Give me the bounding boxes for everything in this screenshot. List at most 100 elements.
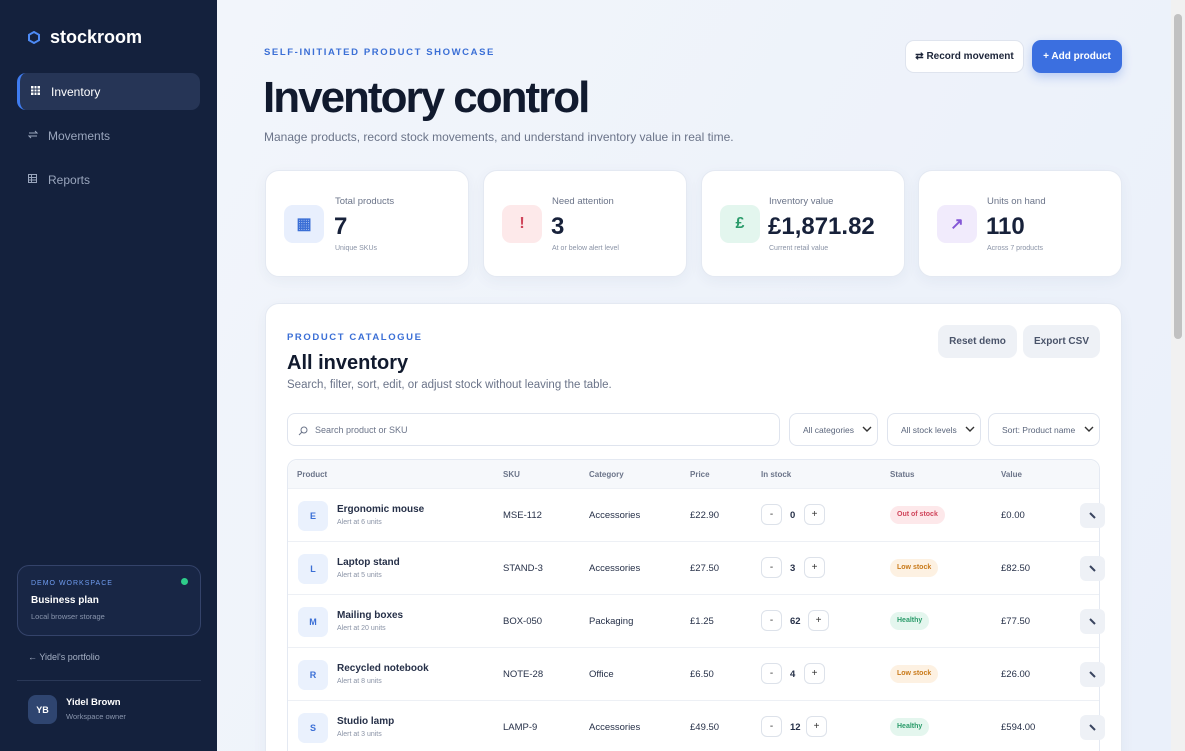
stat-note: Across 7 products	[987, 245, 1044, 252]
product-alert: Alert at 5 units	[337, 572, 382, 579]
price: £27.50	[690, 563, 720, 574]
stock-filter[interactable]: All stock levels	[887, 413, 981, 446]
filter-label: Sort: Product name	[1002, 425, 1076, 435]
increment-button[interactable]: +	[806, 716, 827, 737]
search-input[interactable]: Search product or SKU	[287, 413, 780, 446]
decrement-button[interactable]: -	[761, 716, 782, 737]
decrement-button[interactable]: -	[761, 663, 782, 684]
stat-value: 3	[551, 213, 565, 240]
edit-button[interactable]	[1080, 609, 1105, 634]
product-avatar: S	[298, 713, 328, 743]
table-row: S Studio lamp Alert at 3 units LAMP-9 Ac…	[288, 700, 1105, 751]
column-header: SKU	[503, 470, 520, 479]
header-eyebrow: SELF-INITIATED PRODUCT SHOWCASE	[264, 47, 495, 58]
stock: 0	[790, 510, 796, 521]
product-name: Mailing boxes	[337, 610, 404, 621]
stat-icon: £	[720, 205, 760, 243]
add-product-button[interactable]: + Add product	[1032, 40, 1122, 73]
stat-card: ! Need attention 3 At or below alert lev…	[483, 170, 687, 277]
edit-button[interactable]	[1080, 503, 1105, 528]
sku: NOTE-28	[503, 669, 544, 680]
product-name: Ergonomic mouse	[337, 504, 425, 515]
decrement-button[interactable]: -	[761, 504, 782, 525]
table-row: L Laptop stand Alert at 5 units STAND-3 …	[288, 541, 1105, 594]
product-avatar: R	[298, 660, 328, 690]
stock-value: £0.00	[1001, 510, 1025, 521]
scrollbar[interactable]	[1171, 0, 1185, 751]
catalogue-eyebrow: PRODUCT CATALOGUE	[287, 332, 423, 343]
stat-card: ▦ Total products 7 Unique SKUs	[265, 170, 469, 277]
column-header: Status	[890, 470, 915, 479]
stock-value: £82.50	[1001, 563, 1031, 574]
stock: 4	[790, 669, 796, 680]
search-icon	[298, 426, 308, 436]
price: £49.50	[690, 722, 720, 733]
column-header: Product	[297, 470, 328, 479]
decrement-button[interactable]: -	[761, 610, 782, 631]
product-name: Recycled notebook	[337, 663, 429, 674]
table-row: M Mailing boxes Alert at 20 units BOX-05…	[288, 594, 1105, 647]
workspace-storage: Local browser storage	[31, 612, 105, 621]
category: Accessories	[589, 563, 641, 574]
product-alert: Alert at 8 units	[337, 678, 382, 685]
catalogue-subtitle: Search, filter, sort, edit, or adjust st…	[287, 379, 612, 391]
column-header: Value	[1001, 470, 1022, 479]
nav-item[interactable]: Reports	[17, 161, 200, 198]
product-name: Laptop stand	[337, 557, 400, 568]
portfolio-link[interactable]: ← Yidel's portfolio	[28, 652, 100, 662]
status-badge: Low stock	[890, 665, 939, 683]
edit-button[interactable]	[1080, 556, 1105, 581]
user-role: Workspace owner	[66, 712, 126, 721]
sku: STAND-3	[503, 563, 543, 574]
brand: stockroom	[50, 27, 143, 47]
nav-label: Movements	[48, 129, 111, 143]
increment-button[interactable]: +	[804, 504, 825, 525]
export-csv-button[interactable]: Export CSV	[1023, 325, 1100, 358]
stock-value: £26.00	[1001, 669, 1031, 680]
stock: 12	[790, 722, 801, 733]
nav-label: Reports	[48, 173, 91, 187]
stock-value: £77.50	[1001, 616, 1031, 627]
product-avatar: M	[298, 607, 328, 637]
increment-button[interactable]: +	[808, 610, 829, 631]
column-header: In stock	[761, 470, 792, 479]
user-avatar: YB	[28, 695, 57, 724]
filter-label: All stock levels	[901, 425, 957, 435]
increment-button[interactable]: +	[804, 557, 825, 578]
product-alert: Alert at 6 units	[337, 519, 382, 526]
edit-button[interactable]	[1080, 662, 1105, 687]
category: Accessories	[589, 510, 641, 521]
price: £22.90	[690, 510, 720, 521]
inventory-table	[287, 459, 1100, 751]
decrement-button[interactable]: -	[761, 557, 782, 578]
search-placeholder: Search product or SKU	[315, 425, 408, 435]
table-row: R Recycled notebook Alert at 8 units NOT…	[288, 647, 1105, 700]
catalogue-title: All inventory	[287, 352, 409, 374]
stat-icon: ▦	[284, 205, 324, 243]
stat-value: 110	[986, 213, 1025, 240]
table-row: E Ergonomic mouse Alert at 6 units MSE-1…	[288, 488, 1105, 541]
stock-value: £594.00	[1001, 722, 1036, 733]
price: £6.50	[690, 669, 714, 680]
column-header: Price	[690, 470, 710, 479]
stat-label: Units on hand	[987, 196, 1046, 207]
status-badge: Healthy	[890, 612, 930, 630]
reset-demo-button[interactable]: Reset demo	[938, 325, 1017, 358]
edit-button[interactable]	[1080, 715, 1105, 740]
nav-item[interactable]: Movements	[17, 117, 200, 154]
category: Packaging	[589, 616, 634, 627]
page-title: Inventory control	[263, 73, 590, 122]
record-movement-button[interactable]: ⇄ Record movement	[905, 40, 1024, 73]
sidebar: stockroom Inventory Movements Reports DE…	[0, 0, 217, 751]
workspace-plan: Business plan	[31, 595, 99, 606]
stat-icon: ↗	[937, 205, 977, 243]
increment-button[interactable]: +	[804, 663, 825, 684]
category-filter[interactable]: All categories	[789, 413, 878, 446]
product-avatar: E	[298, 501, 328, 531]
nav-item[interactable]: Inventory	[17, 73, 200, 110]
filter-label: All categories	[803, 425, 855, 435]
stat-label: Need attention	[552, 196, 614, 207]
sort-select[interactable]: Sort: Product name	[988, 413, 1100, 446]
stat-note: Unique SKUs	[335, 245, 378, 252]
